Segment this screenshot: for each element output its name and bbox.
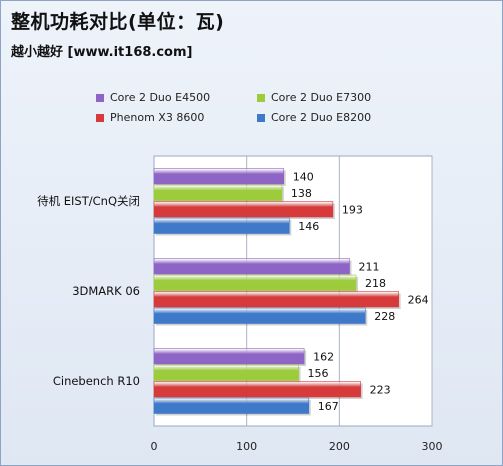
bar — [153, 217, 290, 234]
bar — [153, 274, 357, 291]
chart-subtitle: 越小越好 [www.it168.com] — [11, 45, 193, 60]
category-label: 待机 EIST/CnQ关闭 — [37, 194, 140, 208]
x-tick-label: 0 — [151, 440, 158, 453]
value-label: 193 — [342, 203, 363, 216]
value-label: 211 — [359, 260, 380, 273]
bar — [153, 291, 399, 308]
bar — [153, 307, 366, 324]
value-label: 146 — [298, 220, 319, 233]
category-label: 3DMARK 06 — [72, 284, 140, 298]
value-label: 218 — [365, 277, 386, 290]
bar — [153, 168, 285, 185]
value-label: 156 — [308, 367, 329, 380]
bar — [153, 348, 305, 365]
value-label: 223 — [370, 383, 391, 396]
bar — [153, 201, 334, 218]
value-label: 162 — [313, 350, 334, 363]
value-label: 228 — [374, 310, 395, 323]
plot-area — [153, 155, 433, 427]
bar — [153, 184, 283, 201]
bar — [153, 397, 310, 414]
value-label: 264 — [408, 293, 429, 306]
category-label: Cinebench R10 — [53, 374, 140, 388]
bar — [153, 381, 361, 398]
value-label: 140 — [293, 170, 314, 183]
value-label: 167 — [318, 400, 339, 413]
bar — [153, 258, 350, 275]
value-label: 138 — [291, 187, 312, 200]
x-tick-label: 200 — [329, 440, 350, 453]
x-tick-label: 300 — [422, 440, 443, 453]
bar — [153, 364, 299, 381]
chart-title: 整机功耗对比(单位：瓦) — [11, 11, 225, 33]
x-tick-label: 100 — [236, 440, 257, 453]
